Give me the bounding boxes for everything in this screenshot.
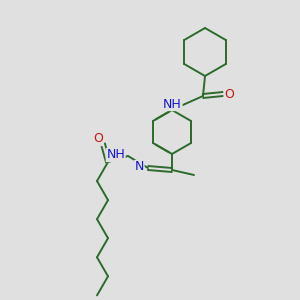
Text: NH: NH — [163, 98, 182, 110]
Text: NH: NH — [106, 148, 125, 161]
Text: O: O — [224, 88, 234, 100]
Text: N: N — [135, 160, 144, 173]
Text: O: O — [93, 133, 103, 146]
